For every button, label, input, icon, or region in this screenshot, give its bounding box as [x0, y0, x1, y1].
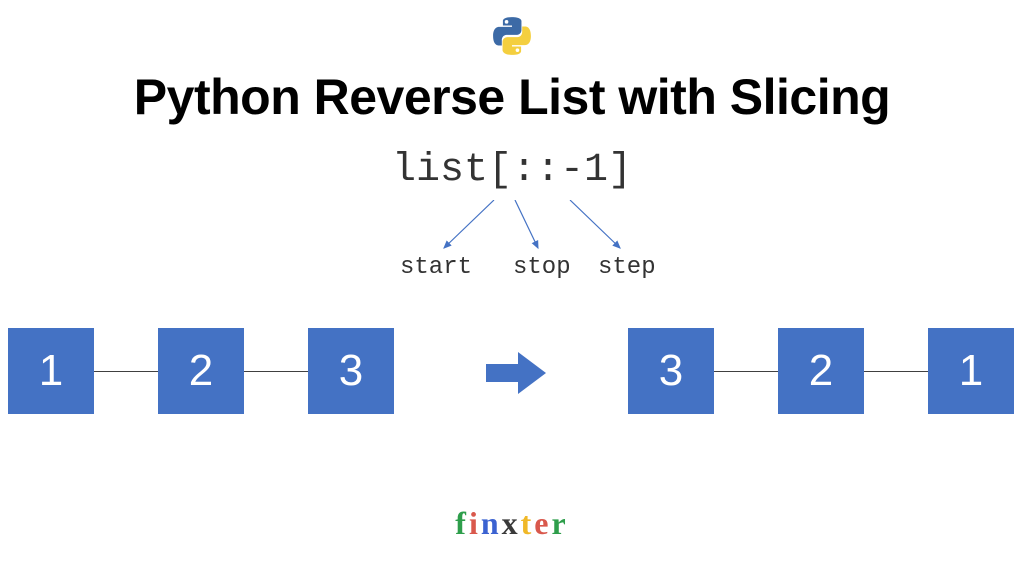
slice-label-step: step — [598, 254, 656, 281]
left-list-connector — [244, 371, 308, 372]
code-expression: list[::-1] — [0, 148, 1024, 193]
left-list-box: 1 — [8, 328, 94, 414]
brand-letter: f — [455, 505, 469, 542]
slice-label-stop: stop — [513, 254, 571, 281]
slice-arrows — [0, 200, 1024, 256]
right-list-box: 2 — [778, 328, 864, 414]
brand-letter: n — [481, 505, 502, 542]
right-list-box: 1 — [928, 328, 1014, 414]
left-list-box: 3 — [308, 328, 394, 414]
right-list-connector — [714, 371, 778, 372]
left-list-connector — [94, 371, 158, 372]
brand-letter: e — [534, 505, 551, 542]
slice-label-start: start — [400, 254, 472, 281]
page-title: Python Reverse List with Slicing — [0, 68, 1024, 126]
brand-letter: x — [502, 505, 521, 542]
brand-letter: t — [521, 505, 535, 542]
right-list-connector — [864, 371, 928, 372]
brand-letter: r — [552, 505, 569, 542]
lists-diagram: 123321 — [0, 328, 1024, 418]
brand-logo: finxter — [0, 505, 1024, 542]
right-list-box: 3 — [628, 328, 714, 414]
brand-letter: i — [469, 505, 481, 542]
python-logo-icon — [492, 16, 532, 61]
left-list-box: 2 — [158, 328, 244, 414]
transform-arrow-icon — [486, 352, 546, 399]
